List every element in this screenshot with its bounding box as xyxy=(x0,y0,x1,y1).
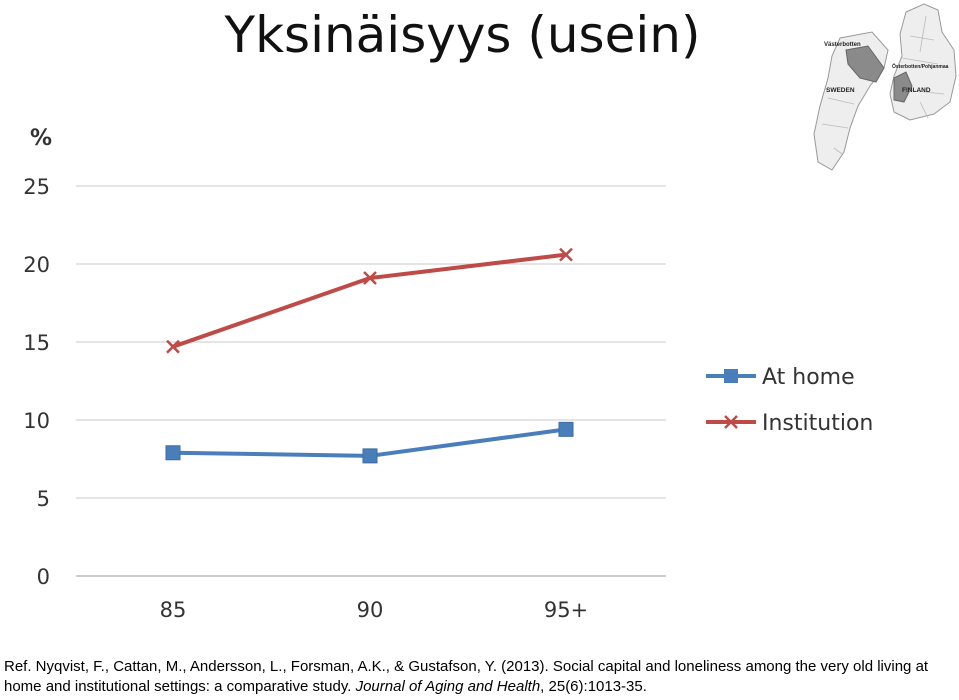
map-region-vasterbotten xyxy=(845,45,885,83)
data-point xyxy=(363,271,377,285)
data-point xyxy=(165,445,181,461)
legend-marker-stroke xyxy=(724,415,738,429)
y-tick-label: 15 xyxy=(23,331,50,355)
map-internal-borders xyxy=(821,15,945,155)
series-line xyxy=(172,252,567,349)
line-chart: % 0 5 10 15 20 25 85 90 95+ At home Institution xyxy=(23,126,873,622)
map-label-sweden: SWEDEN xyxy=(826,87,855,94)
map-land-finland xyxy=(889,3,957,121)
x-tick-labels: 85 90 95+ xyxy=(160,598,589,622)
data-point-stroke xyxy=(166,339,180,354)
citation-text: Ref. Nyqvist, F., Cattan, M., Andersson,… xyxy=(4,658,929,695)
y-tick-label: 10 xyxy=(23,409,50,433)
data-point xyxy=(166,339,180,354)
y-tick-label: 0 xyxy=(37,565,50,589)
map-label-osterbotten: Österbotten/Pohjanmaa xyxy=(892,63,949,70)
x-tick-label: 90 xyxy=(357,598,384,622)
data-point xyxy=(559,247,573,262)
legend-marker xyxy=(724,415,738,429)
y-tick-label: 25 xyxy=(23,175,50,199)
citation-journal: Journal of Aging and Health xyxy=(355,678,541,695)
x-tick-label: 85 xyxy=(160,598,187,622)
legend: At home Institution xyxy=(706,365,873,436)
series-lines xyxy=(165,247,574,464)
y-tick-label: 5 xyxy=(37,487,50,511)
legend-label: At home xyxy=(762,365,855,390)
y-tick-labels: 0 5 10 15 20 25 xyxy=(23,175,50,589)
legend-label: Institution xyxy=(762,411,873,436)
map-label-vasterbotten: Västerbotten xyxy=(824,42,861,48)
citation-volume: , 25(6):1013-35. xyxy=(540,678,647,695)
gridlines xyxy=(76,185,666,577)
citation: Ref. Nyqvist, F., Cattan, M., Andersson,… xyxy=(4,657,959,697)
data-point xyxy=(362,448,378,464)
slide-title: Yksinäisyys (usein) xyxy=(224,6,701,64)
data-point-stroke xyxy=(559,247,573,262)
map-label-finland: FINLAND xyxy=(902,87,931,94)
x-tick-label: 95+ xyxy=(544,598,588,622)
y-tick-label: 20 xyxy=(23,253,50,277)
data-point xyxy=(558,421,574,437)
legend-marker xyxy=(724,369,738,383)
data-point-stroke xyxy=(363,271,377,285)
y-axis-label: % xyxy=(30,126,52,151)
map-region-osterbotten xyxy=(893,71,913,103)
nordic-map-image: Västerbotten Österbotten/Pohjanmaa SWEDE… xyxy=(813,3,957,171)
